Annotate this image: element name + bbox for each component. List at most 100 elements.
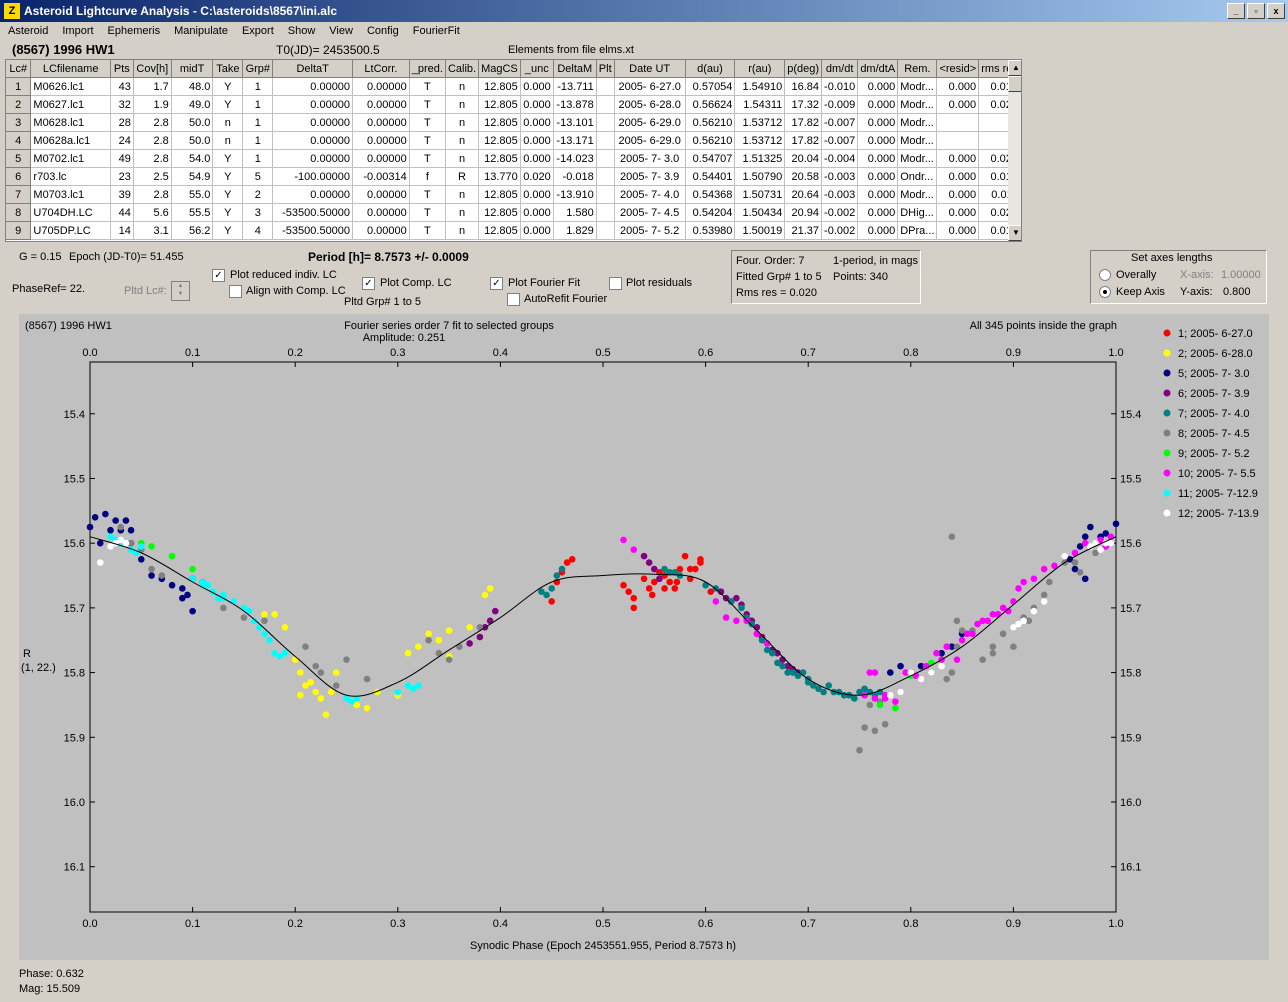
table-cell[interactable]: Modr... [897,185,938,204]
table-cell[interactable] [596,203,615,222]
table-cell[interactable]: 21.37 [784,221,823,240]
scroll-up-button[interactable]: ▲ [1008,60,1021,76]
table-cell[interactable]: 17.82 [784,131,823,150]
table-cell[interactable]: 0.56624 [685,95,736,114]
plot-fourier-checkbox[interactable]: ✓ [490,277,503,290]
table-cell[interactable]: 0.000 [857,221,899,240]
table-cell[interactable]: 12.805 [478,149,521,168]
table-cell[interactable]: 0.000 [857,95,899,114]
table-cell[interactable]: 0.57054 [685,77,736,96]
table-cell[interactable]: 0.56210 [685,113,736,132]
table-cell[interactable]: 50.0 [171,113,214,132]
table-cell[interactable]: 0.54368 [685,185,736,204]
table-cell[interactable]: 0.000 [520,113,554,132]
table-cell[interactable]: M0628a.lc1 [30,131,111,150]
plot-residuals-checkbox[interactable] [609,277,622,290]
table-cell[interactable]: 0.000 [520,149,554,168]
table-cell[interactable]: n [445,113,480,132]
table-cell[interactable] [596,185,615,204]
table-cell[interactable]: Y [212,77,244,96]
table-cell[interactable]: 23 [110,167,134,186]
autorefit-checkbox[interactable] [507,293,520,306]
maximize-button[interactable]: ▫ [1247,3,1265,19]
row-header[interactable]: 9 [6,221,32,240]
table-cell[interactable]: -53500.50000 [272,221,354,240]
row-header[interactable]: 1 [6,77,32,96]
table-cell[interactable]: M0628.lc1 [30,113,111,132]
table-cell[interactable]: -100.00000 [272,167,354,186]
table-cell[interactable]: 43 [110,77,134,96]
table-cell[interactable]: 4 [242,221,274,240]
table-cell[interactable]: 1.50731 [734,185,786,204]
table-cell[interactable]: 0.00000 [272,113,354,132]
row-header[interactable]: 3 [6,113,32,132]
overally-radio[interactable] [1099,269,1111,281]
row-header[interactable]: 8 [6,203,32,222]
table-cell[interactable]: 12.805 [478,77,521,96]
plot-reduced-checkbox[interactable]: ✓ [212,269,225,282]
table-cell[interactable]: Y [212,167,244,186]
column-header[interactable]: LCfilename [30,60,111,78]
table-cell[interactable]: 0.00000 [352,185,410,204]
xaxis-value[interactable]: 1.00000 [1221,269,1261,281]
table-cell[interactable]: 1.54311 [734,95,786,114]
table-cell[interactable]: -13.878 [553,95,597,114]
lightcurve-graph[interactable]: 0.0 0.0 0.1 0.1 0.2 0.2 0.3 0.3 0.4 0.4 0.5 0.5 0.6 0… [19,314,1269,960]
table-cell[interactable]: 2005- 6-29.0 [614,131,686,150]
close-button[interactable]: x [1267,3,1285,19]
table-cell[interactable]: 28 [110,113,134,132]
plot-comp-checkbox[interactable]: ✓ [362,277,375,290]
table-cell[interactable]: 0.00000 [352,203,410,222]
table-cell[interactable]: 20.04 [784,149,823,168]
column-header[interactable]: <resid> [936,60,980,78]
table-cell[interactable]: 0.000 [936,149,980,168]
table-cell[interactable]: DPra... [897,221,938,240]
table-row[interactable]: 6 r703.lc 23 2.5 54.9 Y 5 -100.00000 -0.00314 f R 1… [6,167,1021,186]
table-cell[interactable]: 1 [242,77,274,96]
column-header[interactable]: Calib. [445,60,480,78]
table-cell[interactable]: 1.51325 [734,149,786,168]
table-cell[interactable]: Y [212,149,244,168]
table-cell[interactable]: 2005- 6-28.0 [614,95,686,114]
table-cell[interactable]: 0.000 [520,95,554,114]
table-cell[interactable]: 2.8 [133,131,172,150]
table-cell[interactable]: 1.50790 [734,167,786,186]
table-cell[interactable]: 3.1 [133,221,172,240]
table-cell[interactable]: Y [212,95,244,114]
table-cell[interactable]: -0.003 [821,185,859,204]
align-comp-checkbox[interactable] [229,285,242,298]
menu-ephemeris[interactable]: Ephemeris [107,25,161,37]
table-cell[interactable]: 39 [110,185,134,204]
table-cell[interactable]: 2 [242,185,274,204]
table-cell[interactable]: -0.018 [553,167,597,186]
row-header[interactable]: 2 [6,95,32,114]
table-cell[interactable]: 1 [242,113,274,132]
table-cell[interactable]: 12.805 [478,185,521,204]
table-cell[interactable]: T [409,77,446,96]
table-cell[interactable]: 0.000 [936,203,980,222]
table-cell[interactable]: 14 [110,221,134,240]
menu-config[interactable]: Config [366,25,399,37]
table-cell[interactable]: 0.54401 [685,167,736,186]
table-cell[interactable]: 0.000 [936,185,980,204]
table-cell[interactable]: -0.010 [821,77,859,96]
table-cell[interactable]: 0.020 [520,167,554,186]
table-cell[interactable]: -0.009 [821,95,859,114]
table-cell[interactable]: 20.58 [784,167,823,186]
table-cell[interactable]: 0.00000 [352,131,410,150]
menu-import[interactable]: Import [62,25,94,37]
table-cell[interactable]: 55.0 [171,185,214,204]
minimize-button[interactable]: _ [1227,3,1245,19]
table-cell[interactable]: r703.lc [30,167,111,186]
table-cell[interactable]: U705DP.LC [30,221,111,240]
table-scrollbar[interactable]: ▲ ▼ [1008,60,1021,241]
table-cell[interactable]: n [212,131,244,150]
table-cell[interactable]: M0627.lc1 [30,95,111,114]
table-cell[interactable] [596,77,615,96]
table-cell[interactable]: Modr... [897,113,938,132]
table-cell[interactable]: Modr... [897,131,938,150]
table-cell[interactable]: 0.000 [520,77,554,96]
scroll-down-button[interactable]: ▼ [1008,225,1021,241]
